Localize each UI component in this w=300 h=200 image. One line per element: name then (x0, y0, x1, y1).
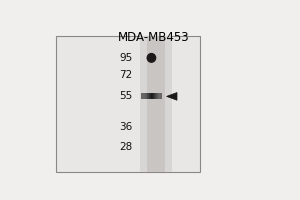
Bar (154, 93, 155, 99)
Ellipse shape (147, 54, 156, 62)
Bar (142, 93, 143, 99)
Text: 72: 72 (120, 70, 133, 80)
Text: MDA-MB453: MDA-MB453 (118, 31, 190, 44)
Bar (56, 36, 200, 172)
Bar (151, 93, 152, 99)
Bar (144, 93, 145, 99)
Bar (148, 93, 149, 99)
Text: 28: 28 (120, 142, 133, 152)
Text: 55: 55 (120, 91, 133, 101)
Text: 95: 95 (120, 53, 133, 63)
Bar (141, 93, 142, 99)
Bar (158, 93, 159, 99)
Bar (149, 93, 150, 99)
Bar (161, 93, 162, 99)
Bar (153, 93, 154, 99)
Bar (160, 93, 161, 99)
Bar (146, 93, 147, 99)
Bar (140, 36, 172, 172)
Bar (157, 93, 158, 99)
Bar (155, 93, 156, 99)
Bar (143, 93, 144, 99)
Bar (150, 93, 151, 99)
Polygon shape (167, 93, 177, 100)
Bar (145, 93, 146, 99)
Bar (159, 93, 160, 99)
Text: 36: 36 (120, 122, 133, 132)
Bar (147, 93, 148, 99)
Bar (152, 93, 153, 99)
Bar (156, 93, 157, 99)
Bar (147, 36, 165, 172)
